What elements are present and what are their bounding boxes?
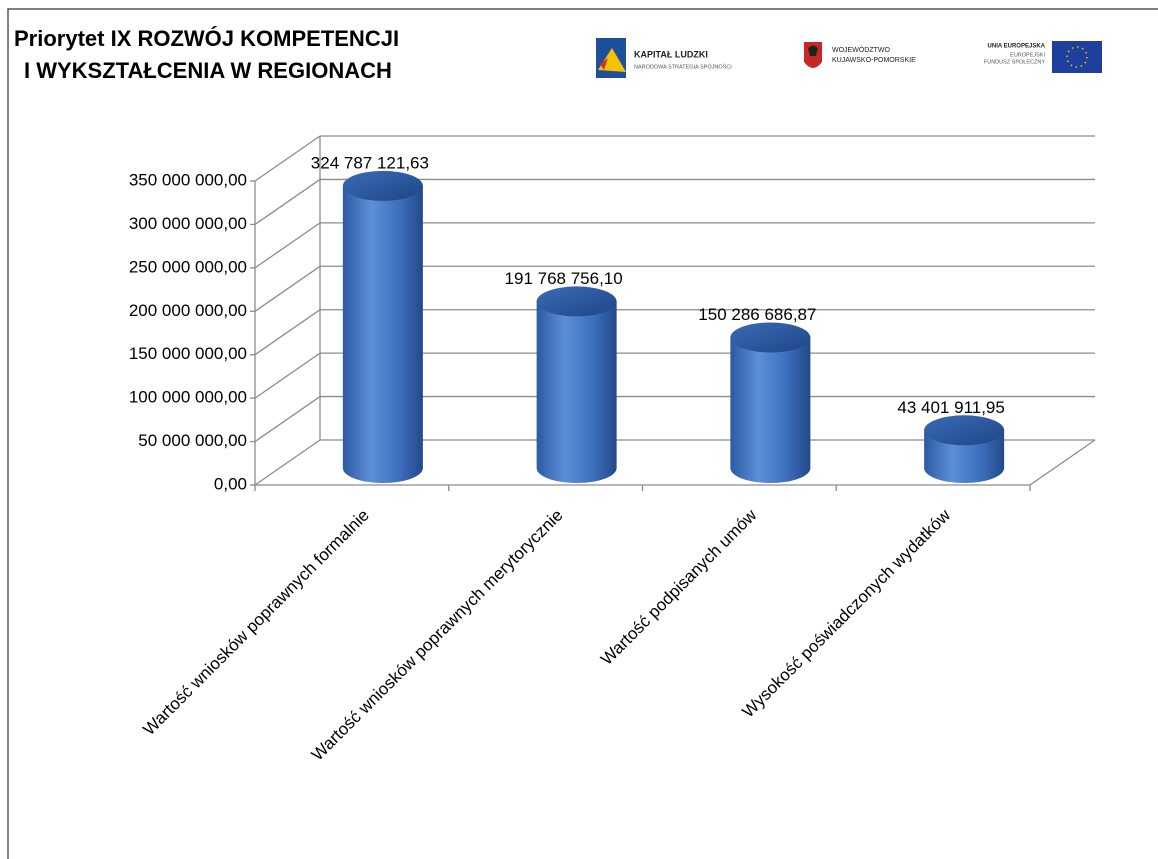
y-tick-label: 350 000 000,00 xyxy=(129,170,247,189)
y-tick-label: 100 000 000,00 xyxy=(129,388,247,407)
grid-line xyxy=(255,179,320,224)
grid-line xyxy=(255,266,320,311)
data-label: 150 286 686,87 xyxy=(698,305,816,324)
y-tick-label: 250 000 000,00 xyxy=(129,257,247,276)
x-tick-label: Wartość podpisanych umów xyxy=(597,505,761,669)
logo-ue: UNIA EUROPEJSKA EUROPEJSKI FUNDUSZ SPOŁE… xyxy=(984,41,1102,73)
cylinder-body xyxy=(343,186,423,483)
cylinder xyxy=(343,171,423,483)
logo-subtext: FUNDUSZ SPOŁECZNY xyxy=(984,59,1045,65)
y-tick-label: 200 000 000,00 xyxy=(129,301,247,320)
data-label: 191 768 756,10 xyxy=(505,269,623,288)
cylinder xyxy=(537,286,617,483)
cylinder xyxy=(924,415,1004,483)
logo-kapital-ludzki: KAPITAŁ LUDZKI NARODOWA STRATEGIA SPÓJNO… xyxy=(596,38,732,78)
x-tick-label: Wartość wniosków poprawnych formalnie xyxy=(139,506,372,739)
cylinder-body xyxy=(537,301,617,483)
grid-line xyxy=(255,440,320,485)
y-tick-label: 50 000 000,00 xyxy=(138,431,247,450)
logo-subtext: EUROPEJSKI xyxy=(1010,52,1045,58)
cylinder xyxy=(730,322,810,483)
grid-line xyxy=(255,353,320,398)
cylinder-top xyxy=(537,286,617,316)
y-tick-label: 0,00 xyxy=(214,474,247,493)
grid-line xyxy=(255,310,320,355)
x-tick-label: Wysokość poświadczonych wydatków xyxy=(738,505,954,721)
chart-title: I WYKSZTAŁCENIA W REGIONACH xyxy=(24,58,392,83)
data-label: 43 401 911,95 xyxy=(897,398,1004,417)
cylinder-top xyxy=(343,171,423,201)
y-tick-label: 150 000 000,00 xyxy=(129,344,247,363)
logo-subtext: NARODOWA STRATEGIA SPÓJNOŚCI xyxy=(634,62,732,70)
logo-subtext: KUJAWSKO-POMORSKIE xyxy=(832,57,916,64)
logo-wojewodztwo: WOJEWÓDZTWO KUJAWSKO-POMORSKIE xyxy=(804,42,916,68)
cylinder-top xyxy=(730,322,810,352)
cylinder-body xyxy=(730,337,810,483)
logo-text: KAPITAŁ LUDZKI xyxy=(634,49,708,59)
cylinder-top xyxy=(924,415,1004,445)
logo-text: UNIA EUROPEJSKA xyxy=(988,44,1046,50)
data-label: 324 787 121,63 xyxy=(311,153,429,172)
grid-line xyxy=(255,397,320,442)
chart-title: Priorytet IX ROZWÓJ KOMPETENCJI xyxy=(14,26,399,51)
chart: Priorytet IX ROZWÓJ KOMPETENCJI I WYKSZT… xyxy=(0,0,1158,859)
grid-line xyxy=(255,223,320,268)
floor-edge xyxy=(1030,440,1095,485)
y-tick-label: 300 000 000,00 xyxy=(129,214,247,233)
logo-text: WOJEWÓDZTWO xyxy=(832,45,890,54)
